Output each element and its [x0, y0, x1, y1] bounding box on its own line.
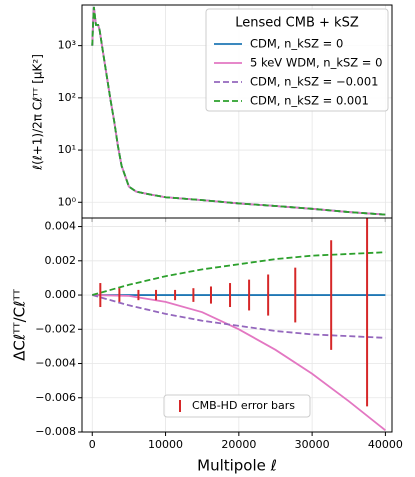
axes-frame: [81, 217, 393, 433]
x-tick-label: 40000: [368, 438, 403, 451]
x-tick-label: 0: [89, 438, 96, 451]
y-tick-label: 10⁰: [58, 195, 77, 208]
legend-box: [205, 8, 389, 112]
legend-label: 5 keV WDM, n_kSZ = 0: [250, 56, 382, 70]
series-line: [91, 6, 386, 216]
series-line: [92, 294, 386, 339]
legend-label: CMB-HD error bars: [192, 399, 295, 412]
plot-area: [91, 6, 386, 216]
legend-label: CDM, n_kSZ = 0: [250, 37, 343, 51]
y-tick-label: 10²: [58, 91, 76, 104]
y-tick-label: 0.002: [45, 254, 77, 267]
x-tick-label: 30000: [295, 438, 330, 451]
legend-title: Lensed CMB + kSZ: [235, 16, 359, 31]
y-tick-label: −0.002: [35, 322, 76, 335]
y-tick-label: 10³: [58, 39, 76, 52]
series-line: [92, 294, 386, 431]
y-tick-label: 0.000: [45, 288, 77, 301]
series-line: [92, 251, 386, 296]
y-tick-label: −0.004: [35, 357, 76, 370]
legend-box: [163, 394, 311, 418]
y-tick-label: −0.008: [35, 425, 76, 438]
y-axis-label: ΔCℓᵀᵀ/Cℓᵀᵀ: [11, 289, 29, 361]
x-axis-label: Multipole ℓ: [197, 457, 277, 475]
y-tick-label: −0.006: [35, 391, 76, 404]
x-tick-label: 20000: [221, 438, 256, 451]
legend-label: CDM, n_kSZ = −0.001: [250, 75, 379, 89]
plot-area: [92, 218, 386, 431]
legend-label: CDM, n_kSZ = 0.001: [250, 94, 369, 108]
y-tick-label: 0.004: [45, 220, 77, 233]
x-tick-label: 10000: [148, 438, 183, 451]
y-tick-label: 10¹: [58, 143, 76, 156]
y-axis-label: ℓ(ℓ+1)/2π Cℓᵀᵀ [μK²]: [31, 54, 45, 171]
